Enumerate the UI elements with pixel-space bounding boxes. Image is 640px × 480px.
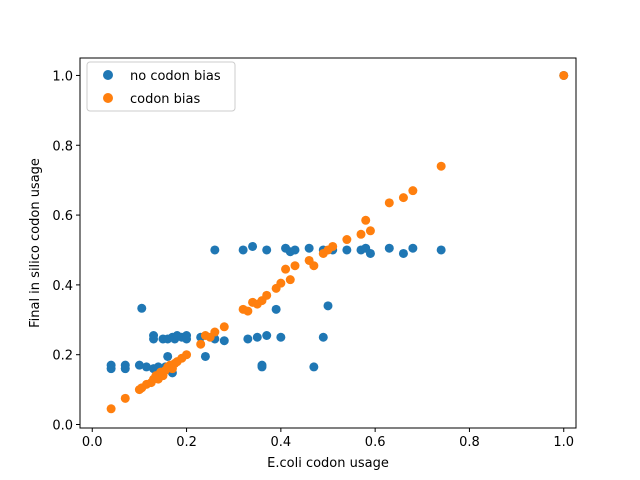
- y-tick-label: 0.4: [52, 279, 73, 294]
- y-axis-label: Final in silico codon usage: [28, 158, 43, 328]
- point-no-codon-bias-21: [182, 334, 192, 344]
- point-no-codon-bias-50: [384, 243, 394, 253]
- point-codon-bias-48: [559, 70, 569, 80]
- point-codon-bias-34: [290, 261, 300, 271]
- point-codon-bias-44: [384, 198, 394, 208]
- point-no-codon-bias-36: [276, 332, 286, 342]
- point-no-codon-bias-25: [210, 245, 220, 255]
- point-no-codon-bias-32: [257, 360, 267, 370]
- point-codon-bias-1: [120, 393, 130, 403]
- axes-frame: [79, 57, 577, 429]
- point-no-codon-bias-8: [149, 334, 159, 344]
- point-no-codon-bias-4: [134, 360, 144, 370]
- legend-label-no-codon-bias: no codon bias: [130, 69, 221, 84]
- x-tick-label: 0.8: [459, 435, 480, 450]
- point-no-codon-bias-29: [248, 241, 258, 251]
- legend-marker-no-codon-bias: [103, 70, 113, 80]
- x-tick-label: 0.2: [176, 435, 197, 450]
- points-layer: [106, 70, 569, 414]
- point-codon-bias-39: [328, 241, 338, 251]
- point-codon-bias-40: [342, 235, 352, 245]
- point-no-codon-bias-3: [120, 364, 130, 374]
- legend-box: [86, 61, 236, 112]
- x-axis-ticks: 0.0 0.2 0.4 0.6 0.8 1.0: [82, 428, 574, 450]
- point-no-codon-bias-5: [137, 303, 147, 313]
- point-codon-bias-18: [182, 350, 192, 360]
- point-no-codon-bias-35: [271, 304, 281, 314]
- point-codon-bias-42: [361, 215, 371, 225]
- point-no-codon-bias-34: [262, 245, 272, 255]
- x-tick-label: 1.0: [553, 435, 574, 450]
- point-codon-bias-45: [398, 193, 408, 203]
- y-tick-label: 0.6: [52, 209, 73, 224]
- y-tick-label: 0.2: [52, 349, 73, 364]
- point-codon-bias-46: [408, 186, 418, 196]
- point-codon-bias-47: [436, 161, 446, 171]
- point-no-codon-bias-52: [408, 243, 418, 253]
- point-no-codon-bias-28: [243, 334, 253, 344]
- point-no-codon-bias-1: [106, 364, 116, 374]
- x-tick-label: 0.0: [82, 435, 103, 450]
- point-codon-bias-0: [106, 404, 116, 414]
- y-axis-ticks: 0.0 0.2 0.4 0.6 0.8 1.0: [52, 69, 80, 434]
- x-axis-label: E.coli codon usage: [267, 456, 389, 471]
- point-codon-bias-33: [285, 275, 295, 285]
- point-no-codon-bias-26: [219, 336, 229, 346]
- legend: no codon bias codon bias: [86, 61, 236, 112]
- point-no-codon-bias-23: [200, 351, 210, 361]
- y-tick-label: 1.0: [52, 69, 73, 84]
- point-codon-bias-32: [281, 264, 291, 274]
- point-no-codon-bias-27: [238, 245, 248, 255]
- point-codon-bias-31: [276, 278, 286, 288]
- point-no-codon-bias-40: [304, 243, 314, 253]
- point-no-codon-bias-41: [309, 362, 319, 372]
- point-no-codon-bias-44: [323, 301, 333, 311]
- point-no-codon-bias-42: [318, 332, 328, 342]
- point-codon-bias-29: [262, 290, 272, 300]
- point-no-codon-bias-46: [342, 245, 352, 255]
- point-codon-bias-23: [219, 322, 229, 332]
- y-tick-label: 0.0: [52, 419, 73, 434]
- point-no-codon-bias-49: [365, 248, 375, 258]
- point-no-codon-bias-53: [436, 245, 446, 255]
- legend-label-codon-bias: codon bias: [130, 92, 201, 107]
- point-no-codon-bias-30: [252, 332, 262, 342]
- point-no-codon-bias-6: [141, 362, 151, 372]
- point-codon-bias-19: [196, 339, 206, 349]
- x-tick-label: 0.6: [365, 435, 386, 450]
- y-tick-label: 0.8: [52, 139, 73, 154]
- point-codon-bias-22: [210, 327, 220, 337]
- x-tick-label: 0.4: [271, 435, 292, 450]
- point-codon-bias-41: [356, 229, 366, 239]
- point-codon-bias-25: [243, 306, 253, 316]
- point-no-codon-bias-51: [398, 248, 408, 258]
- legend-marker-codon-bias: [103, 93, 113, 103]
- point-codon-bias-43: [365, 226, 375, 236]
- point-no-codon-bias-13: [163, 351, 173, 361]
- point-no-codon-bias-39: [290, 245, 300, 255]
- point-no-codon-bias-33: [262, 331, 272, 340]
- point-codon-bias-36: [309, 261, 319, 271]
